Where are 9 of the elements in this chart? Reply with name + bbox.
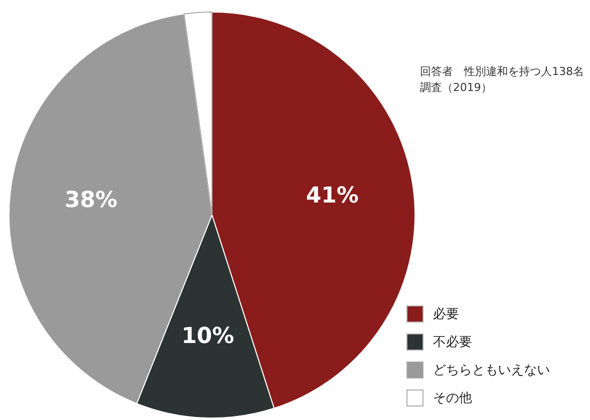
legend-label: どちらともいえない	[433, 362, 550, 379]
text: 回答者 性別違和を持つ人138名	[420, 64, 584, 80]
data-label: 38%	[64, 188, 118, 213]
data-label: 10%	[181, 324, 234, 350]
data-label: 41%	[306, 184, 359, 209]
text: 調査（2019）	[420, 80, 493, 96]
legend-label: 必要	[433, 306, 459, 323]
legend-label: その他	[433, 390, 472, 407]
legend-label: 不必要	[433, 334, 472, 351]
